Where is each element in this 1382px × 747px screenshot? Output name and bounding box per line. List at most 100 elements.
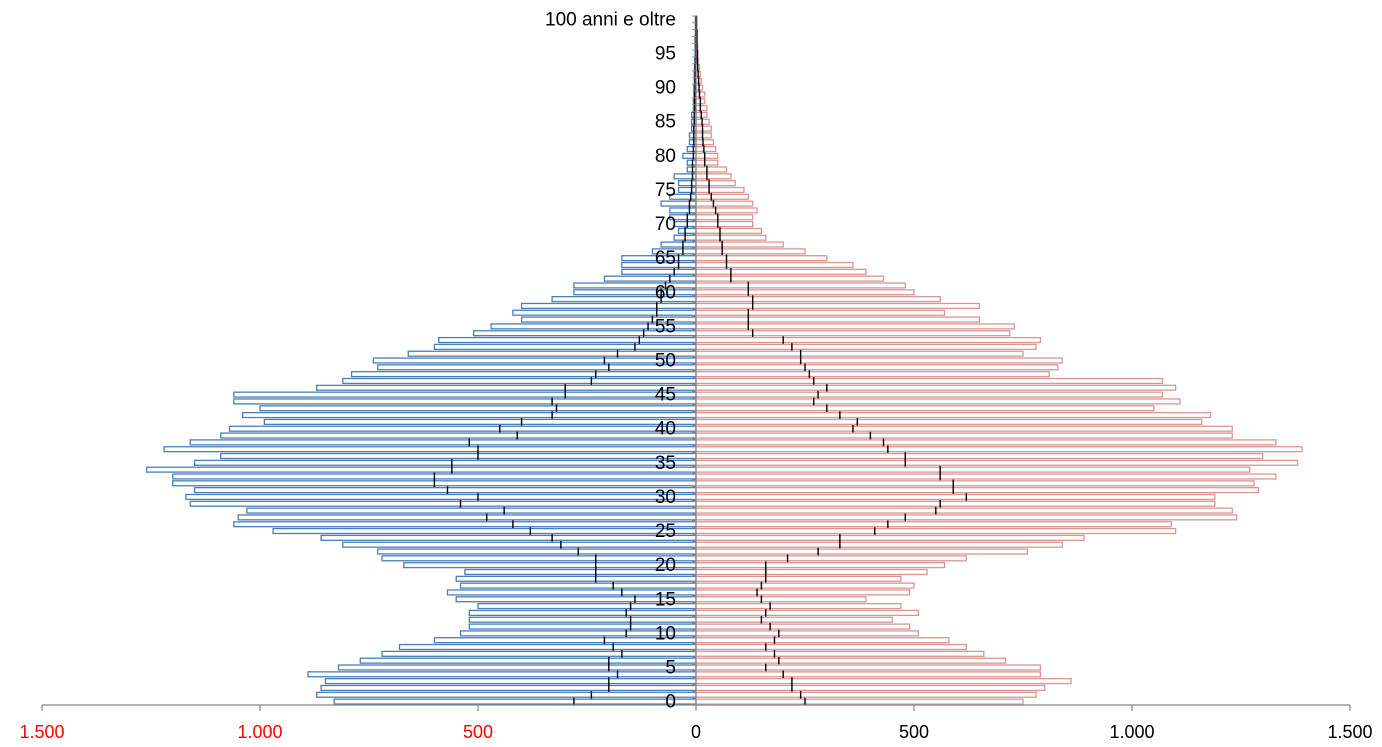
bar-right-17 — [695, 582, 915, 589]
bar-right-5 — [695, 664, 1042, 671]
bar-left-82 — [688, 139, 697, 146]
bar-right-53 — [695, 336, 1042, 344]
category-tick-label: 30 — [655, 487, 676, 508]
bar-right-66 — [695, 248, 806, 255]
bar-right-69 — [695, 227, 763, 234]
bar-right-3 — [695, 678, 1072, 685]
bar-left-78 — [686, 166, 697, 173]
category-tick-label: 75 — [655, 180, 676, 201]
bar-right-62 — [695, 275, 885, 282]
bar-right-6 — [695, 657, 1007, 664]
bar-right-10 — [695, 630, 920, 637]
bar-right-79 — [695, 159, 719, 166]
bar-right-38 — [695, 439, 1277, 446]
bar-left-1 — [316, 691, 697, 698]
bar-left-45 — [233, 391, 697, 398]
bar-right-2 — [695, 684, 1046, 692]
bar-right-25 — [695, 527, 1177, 535]
bar-right-68 — [695, 234, 767, 241]
bar-left-36 — [220, 452, 697, 460]
bar-left-70 — [673, 220, 697, 228]
bar-left-63 — [621, 268, 697, 275]
bar-right-70 — [695, 220, 754, 228]
bar-left-31 — [193, 487, 697, 494]
bar-right-28 — [695, 507, 1233, 514]
bar-left-17 — [459, 582, 697, 589]
bar-right-54 — [695, 330, 1011, 337]
value-tick-label: 500 — [463, 722, 493, 742]
category-tick-label: 85 — [655, 112, 676, 133]
bar-left-26 — [233, 521, 697, 528]
bar-right-59 — [695, 295, 941, 303]
bar-right-20 — [695, 562, 946, 569]
bar-right-76 — [695, 180, 736, 187]
bar-left-8 — [398, 643, 697, 651]
bar-right-7 — [695, 650, 985, 657]
bar-left-12 — [468, 616, 697, 623]
bar-left-28 — [246, 507, 697, 514]
bar-right-22 — [695, 548, 1029, 555]
bar-left-61 — [573, 282, 697, 289]
bar-right-51 — [695, 350, 1024, 357]
bar-right-12 — [695, 616, 893, 623]
bar-right-27 — [695, 514, 1238, 521]
bar-left-4 — [307, 671, 697, 678]
bar-left-41 — [263, 418, 697, 426]
bar-right-87 — [695, 104, 708, 112]
bar-left-47 — [342, 377, 697, 385]
bar-left-44 — [233, 398, 697, 405]
bar-left-50 — [372, 357, 697, 364]
category-tick-label: 10 — [655, 623, 676, 644]
bar-right-11 — [695, 623, 911, 630]
bar-right-19 — [695, 568, 928, 576]
category-tick-label: 60 — [655, 282, 676, 303]
bar-right-43 — [695, 405, 1155, 412]
bar-right-8 — [695, 643, 967, 651]
bar-right-4 — [695, 671, 1042, 678]
bar-left-83 — [688, 132, 697, 139]
category-tick-label: 50 — [655, 351, 676, 372]
bar-right-80 — [695, 152, 719, 159]
bar-right-23 — [695, 541, 1063, 548]
bar-right-9 — [695, 637, 950, 644]
bar-left-13 — [468, 609, 697, 617]
bar-right-47 — [695, 377, 1164, 385]
bar-left-6 — [359, 657, 697, 664]
bar-left-20 — [403, 562, 697, 569]
category-tick-label: 5 — [665, 657, 676, 678]
bar-right-21 — [695, 555, 967, 562]
bar-right-57 — [695, 309, 946, 316]
category-tick-label: 15 — [655, 589, 676, 610]
bar-left-72 — [669, 207, 697, 214]
bar-right-60 — [695, 289, 915, 296]
bar-left-39 — [220, 432, 697, 439]
category-tick-label: 80 — [655, 146, 676, 167]
bar-left-60 — [573, 289, 697, 296]
bar-right-24 — [695, 534, 1085, 541]
bar-left-46 — [316, 384, 697, 391]
value-tick-label: 1.000 — [1109, 722, 1154, 742]
bar-right-29 — [695, 500, 1216, 507]
bar-left-40 — [228, 425, 697, 432]
category-tick-label: 100 anni e oltre — [545, 9, 676, 30]
bar-right-42 — [695, 411, 1212, 419]
bar-right-1 — [695, 691, 1037, 698]
bar-right-40 — [695, 425, 1233, 432]
bar-right-35 — [695, 459, 1299, 466]
bar-right-55 — [695, 323, 1015, 330]
bar-left-67 — [660, 241, 697, 248]
bar-left-0 — [333, 698, 697, 705]
bar-left-22 — [377, 548, 697, 555]
category-tick-label: 95 — [655, 44, 676, 65]
value-tick-label: 1.500 — [1327, 722, 1372, 742]
bar-right-49 — [695, 364, 1059, 371]
bar-left-52 — [433, 343, 697, 350]
bar-right-63 — [695, 268, 867, 275]
bar-left-38 — [189, 439, 697, 446]
bar-left-51 — [407, 350, 697, 357]
bar-right-0 — [695, 698, 1024, 705]
bar-left-27 — [237, 514, 697, 521]
bar-left-29 — [189, 500, 697, 507]
bar-right-84 — [695, 125, 712, 132]
